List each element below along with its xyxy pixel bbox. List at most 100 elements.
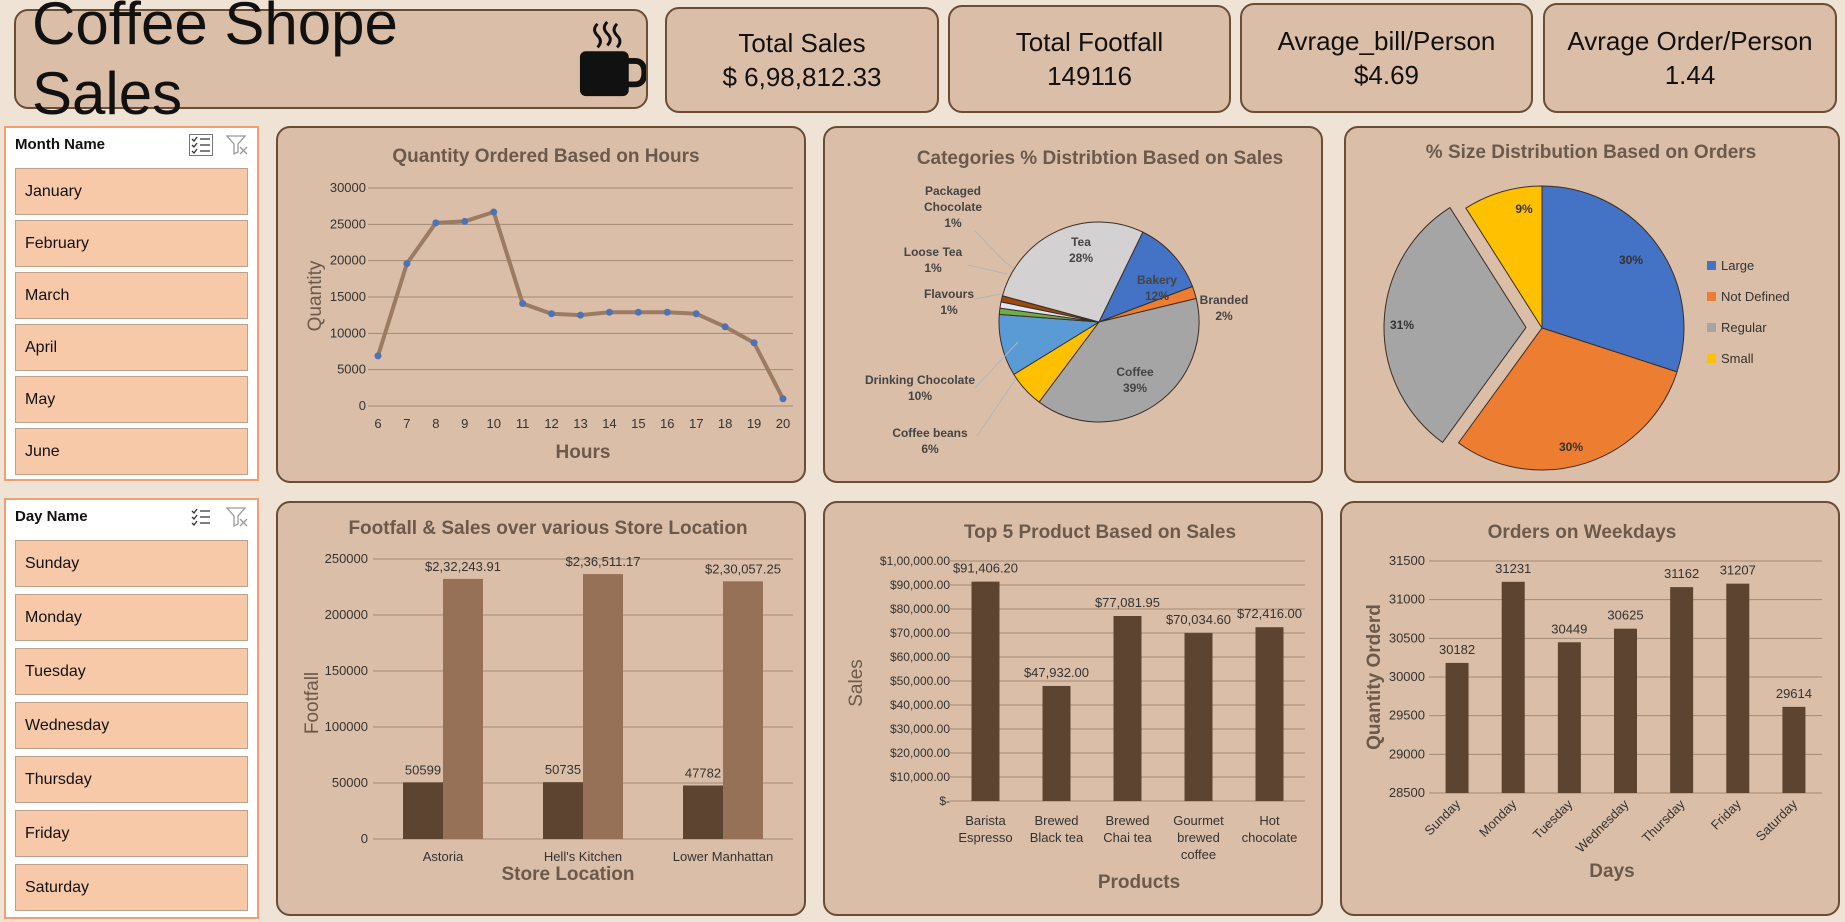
text: Loose Tea: [904, 245, 963, 259]
x-tick-label: coffee: [1181, 847, 1216, 862]
x-tick-label: Brewed: [1105, 813, 1149, 828]
kpi-value: 149116: [1047, 61, 1132, 91]
multi-select-icon[interactable]: [189, 134, 213, 156]
leader-line: [967, 264, 1008, 275]
x-tick-label: 12: [544, 416, 558, 431]
legend-label: Not Defined: [1721, 289, 1790, 304]
slicer-title: Day Name: [15, 507, 88, 525]
x-tick-label: Hot: [1259, 813, 1280, 828]
x-tick-label: Espresso: [958, 830, 1012, 845]
x-axis-label: Products: [1098, 872, 1180, 893]
pie-slice: [1465, 185, 1543, 330]
pie-slice: [1038, 297, 1200, 423]
y-tick-label: $1,00,000.00: [880, 554, 950, 568]
x-tick-label: Saturday: [1753, 796, 1801, 844]
legend-swatch: [1707, 323, 1716, 332]
slicer-item-february[interactable]: February: [15, 220, 248, 267]
kpi-label: Total Sales: [738, 28, 866, 58]
y-tick-label: 100000: [325, 719, 368, 734]
slicer-item-friday[interactable]: Friday: [15, 810, 248, 857]
leader-line: [974, 293, 1002, 300]
slicer-item-january[interactable]: January: [15, 168, 248, 215]
bar: [971, 581, 1000, 801]
slicer-item-monday[interactable]: Monday: [15, 594, 248, 641]
x-tick-label: 6: [374, 416, 381, 431]
legend-swatch: [1707, 261, 1716, 270]
data-label: $91,406.20: [953, 561, 1018, 576]
y-tick-label: 150000: [325, 663, 368, 678]
x-tick-label: Lower Manhattan: [673, 849, 773, 864]
coffee-cup-icon: [579, 20, 646, 97]
chart-title: Categories % Distribtion Based on Sales: [917, 148, 1283, 169]
y-axis-label: Quantity: [305, 260, 326, 331]
kpi-label: Total Footfall: [1015, 27, 1164, 57]
slicer-item-march[interactable]: March: [15, 272, 248, 319]
title-card: Coffee Shope Sales: [14, 0, 648, 127]
text: Packaged: [925, 184, 981, 198]
y-tick-label: $70,000.00: [890, 626, 950, 640]
leader-line: [976, 379, 1016, 437]
y-tick-label: 25000: [330, 216, 366, 231]
month-slicer: Month Name January February March April May J…: [4, 126, 259, 481]
kpi-value: $ 6,98,812.33: [722, 62, 882, 92]
kpi-value: $4.69: [1353, 60, 1420, 90]
slicer-item-may[interactable]: May: [15, 376, 248, 423]
data-point: [721, 323, 729, 331]
data-label: $2,30,057.25: [705, 561, 781, 576]
clear-filter-icon[interactable]: [225, 134, 249, 156]
bar: [543, 782, 583, 839]
slicer-item-wednesday[interactable]: Wednesday: [15, 702, 248, 749]
chart-title: % Size Distribution Based on Orders: [1426, 142, 1756, 163]
y-tick-label: $60,000.00: [890, 650, 950, 664]
y-tick-label: $80,000.00: [890, 602, 950, 616]
data-label: 29614: [1776, 686, 1812, 701]
size-chart: % Size Distribution Based on Orders 30% 30…: [1344, 126, 1840, 483]
x-tick-label: Hell's Kitchen: [544, 849, 622, 864]
data-point: [461, 217, 469, 225]
x-tick-label: 20: [776, 416, 790, 431]
x-tick-label: 15: [631, 416, 645, 431]
text: 39%: [1123, 381, 1147, 395]
bar: [1445, 662, 1469, 793]
data-label: $72,416.00: [1237, 606, 1302, 621]
x-axis-label: Days: [1589, 861, 1634, 882]
pie-slice: [1383, 206, 1527, 444]
data-label: $77,081.95: [1095, 595, 1160, 610]
text: Flavours: [924, 287, 974, 301]
data-label: 9%: [1515, 202, 1533, 216]
slicer-item-thursday[interactable]: Thursday: [15, 756, 248, 803]
bar: [1184, 632, 1213, 801]
slicer-item-saturday[interactable]: Saturday: [15, 864, 248, 911]
x-tick-label: Brewed: [1034, 813, 1078, 828]
data-label: 31162: [1664, 566, 1699, 581]
slicer-item-april[interactable]: April: [15, 324, 248, 371]
y-tick-label: 10000: [330, 325, 366, 340]
data-point: [634, 308, 642, 316]
products-chart: Top 5 Product Based on Sales $- $10,000.00…: [823, 501, 1323, 916]
kpi-avg-order: Avrage Order/Person 1.44: [1543, 3, 1837, 113]
text: Tea: [1071, 235, 1091, 249]
text: Coffee beans: [892, 426, 968, 440]
x-tick-label: Sunday: [1421, 796, 1463, 838]
kpi-total-footfall: Total Footfall 149116: [948, 5, 1231, 113]
data-point: [432, 219, 440, 227]
x-tick-label: Gourmet: [1173, 813, 1224, 828]
y-tick-label: 31500: [1389, 553, 1425, 568]
multi-select-icon[interactable]: [189, 506, 213, 528]
x-tick-label: Tuesday: [1530, 796, 1576, 842]
y-tick-label: 250000: [325, 551, 368, 566]
text: Coffee: [1116, 365, 1154, 379]
slicer-item-sunday[interactable]: Sunday: [15, 540, 248, 587]
categories-chart: Categories % Distribtion Based on Sales T…: [823, 126, 1323, 483]
y-tick-label: $30,000.00: [890, 722, 950, 736]
text: Bakery: [1137, 273, 1177, 287]
slicer-item-june[interactable]: June: [15, 428, 248, 475]
slicer-item-tuesday[interactable]: Tuesday: [15, 648, 248, 695]
pie-slice: [1097, 231, 1194, 323]
bar: [1042, 685, 1071, 801]
clear-filter-icon[interactable]: [225, 506, 249, 528]
data-point: [663, 308, 671, 316]
y-tick-label: $-: [939, 794, 950, 808]
y-axis-label: Quantity Orderd: [1364, 604, 1385, 750]
weekdays-chart: Orders on Weekdays 28500 29000 29500 30000 30…: [1340, 501, 1840, 916]
